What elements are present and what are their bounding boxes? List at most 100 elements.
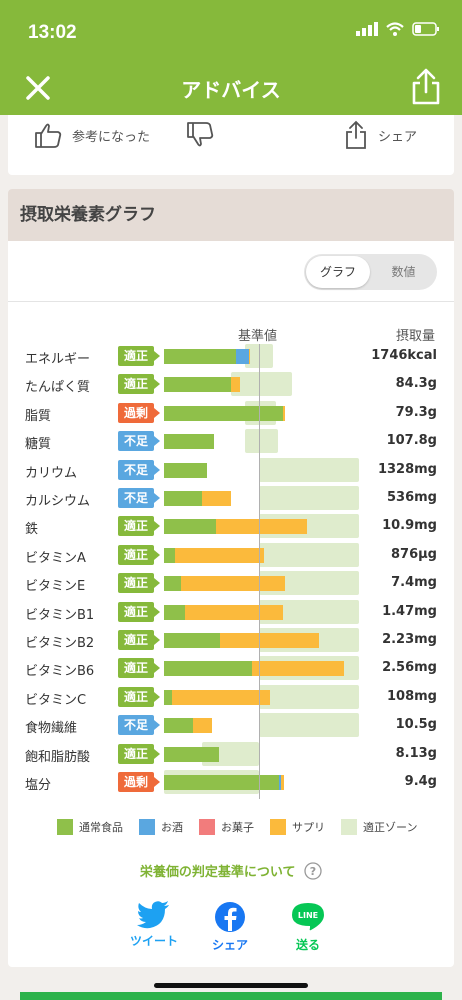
criteria-link-label: 栄養価の判定基準について [139,865,296,880]
intake-amount: 9.4g [404,774,437,789]
nutrient-row: 食物繊維 不足 10.5g [8,713,454,741]
legend-item: 適正ゾーン [341,819,417,835]
nutrient-name: 糖質 [25,437,52,453]
line-logo-text: LINE [298,911,318,920]
bar-segment [164,405,283,421]
status-badge: 適正 [118,544,160,565]
facebook-icon [215,902,245,932]
bar-segment [184,604,283,620]
bar-segment [164,462,207,478]
share-button[interactable]: シェア [344,115,417,155]
nutrient-row: ビタミンB1 適正 1.47mg [8,599,454,628]
nutrient-row: エネルギー 適正 1746kcal [8,344,454,372]
status-badge: 適正 [118,630,160,650]
graph-tab[interactable]: グラフ [306,256,370,288]
not-helpful-button[interactable] [186,115,214,155]
bar-segment [252,661,345,677]
wifi-icon [386,22,404,36]
intake-amount: 10.5g [395,717,437,733]
nutrient-graph-card: 摂取栄養素グラフ グラフ 数値 基準値 摂取量 エネルギー 適正 1746kcal た… [8,189,454,967]
legend-label: サプリ [292,821,325,834]
nutrient-row: カリウム 不足 1328mg [8,457,454,486]
legend: 通常食品 お酒 お菓子 サプリ 適正ゾーン [57,819,433,835]
bar-segment [181,576,285,592]
help-icon: ? [304,862,322,880]
legend-item: 通常食品 [57,819,123,835]
nutrient-row: 飽和脂肪酸 適正 8.13g [8,741,454,770]
bar-segment [164,661,253,677]
share-label: シェア [378,129,418,145]
bar-segment [164,547,176,563]
status-badge: 不足 [118,459,160,480]
nutrient-name: 鉄 [25,522,39,538]
nutrient-row: カルシウム 不足 536mg [8,486,454,514]
signal-icon [356,22,378,36]
view-toggle: グラフ 数値 [304,254,437,290]
status-badge: 適正 [118,346,160,366]
standard-baseline [259,344,260,799]
close-icon[interactable] [24,74,52,102]
line-send-label: 送る [295,938,320,952]
nutrient-name: カルシウム [25,494,91,509]
bar-segment [164,775,279,790]
adequate-zone [259,486,359,510]
criteria-link[interactable]: 栄養価の判定基準について ? [8,861,454,880]
status-badge: 適正 [118,743,160,764]
nutrient-name: ビタミンC [25,692,87,708]
bar-segment [164,746,220,762]
adequate-zone [259,542,359,567]
home-indicator [154,983,308,988]
intake-amount: 108mg [387,688,437,704]
legend-item: お酒 [139,819,183,835]
bar-segment [164,576,182,592]
bar-segment [164,633,221,648]
intake-amount: 1328mg [377,461,437,477]
line-send-button[interactable]: LINE 送る [278,901,338,953]
bar-segment [164,519,217,535]
nutrient-name: 脂質 [25,408,52,424]
bar-segment [220,633,319,648]
bar-segment [202,491,232,506]
twitter-icon [137,901,169,929]
bar-segment [236,349,249,364]
adequate-zone [259,457,359,482]
standard-column-header: 基準値 [238,329,278,344]
facebook-share-button[interactable]: シェア [200,901,260,953]
tweet-label: ツイート [129,934,178,948]
app-header: 13:02 アドバイス [0,0,462,115]
nutrient-row: たんぱく質 適正 84.3g [8,372,454,400]
share-icon [346,120,366,149]
helpful-button[interactable]: 参考になった [34,115,150,155]
status-badge: 適正 [118,374,160,395]
status-badge: 過剰 [118,772,160,792]
intake-amount: 79.3g [395,404,437,420]
bar-segment [278,775,281,790]
bar-segment [164,434,215,450]
nutrient-name: たんぱく質 [25,380,91,396]
nutrient-row: ビタミンA 適正 876μg [8,542,454,571]
intake-amount: 876μg [390,546,437,562]
bar-segment [164,349,237,364]
bar-segment [175,547,264,563]
adequate-zone [259,684,359,709]
bar-segment [280,775,284,790]
tweet-button[interactable]: ツイート [124,901,184,949]
thumbs-up-icon [35,123,62,148]
legend-label: 適正ゾーン [363,821,418,834]
svg-text:?: ? [310,865,316,878]
adequate-zone [230,372,293,397]
nutrient-name: ビタミンB2 [25,636,95,651]
nutrient-row: ビタミンB2 適正 2.23mg [8,628,454,656]
intake-amount: 8.13g [395,745,437,761]
bar-segment [164,689,172,705]
page-title: アドバイス [181,78,281,102]
nutrient-name: 塩分 [25,778,52,793]
intake-amount: 1746kcal [371,348,437,363]
values-tab[interactable]: 数値 [391,265,416,279]
nutrient-row: ビタミンB6 適正 2.56mg [8,656,454,684]
nutrient-name: カリウム [25,465,78,481]
intake-amount: 10.9mg [382,518,437,534]
divider [8,301,454,302]
adequate-zone [244,429,278,454]
share-icon[interactable] [410,68,442,106]
